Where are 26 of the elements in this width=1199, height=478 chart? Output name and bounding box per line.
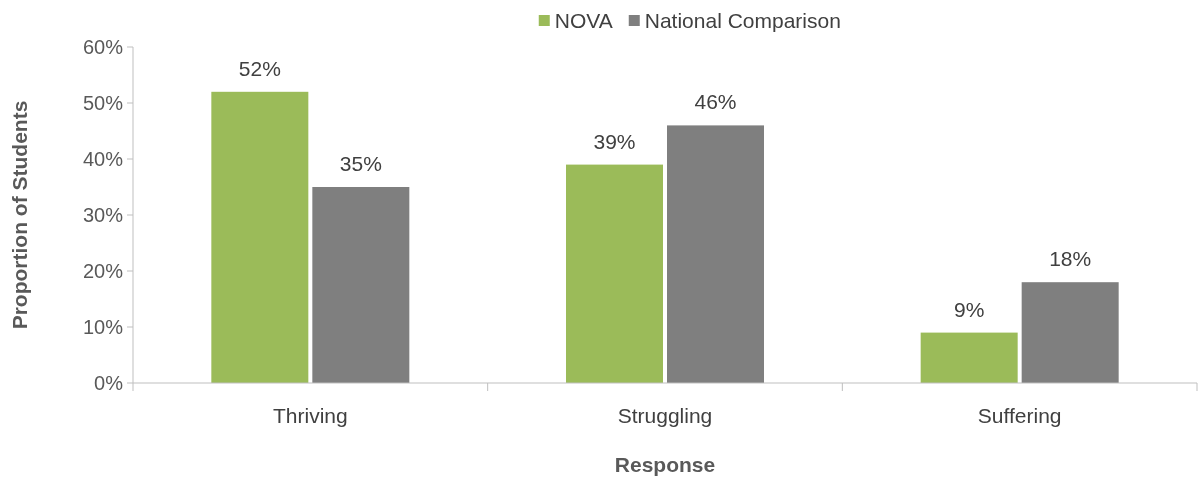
data-label: 18%: [1049, 247, 1092, 271]
bar: [1021, 282, 1119, 383]
bar: [667, 125, 764, 383]
x-tick-label: Thriving: [272, 404, 348, 427]
data-label: 9%: [953, 297, 985, 321]
data-label: 52%: [238, 56, 281, 80]
y-tick-label: 40%: [82, 148, 124, 170]
data-label: 46%: [694, 90, 737, 114]
bar: [312, 187, 410, 383]
x-tick-label: Suffering: [977, 404, 1062, 427]
y-tick-label: 0%: [94, 372, 124, 394]
x-tick-label: Struggling: [617, 404, 713, 427]
y-axis-title: Proportion of Students: [8, 100, 31, 330]
y-tick-label: 20%: [82, 260, 124, 282]
bar: [920, 332, 1018, 383]
bar: [566, 164, 663, 383]
legend-label: National Comparison: [644, 9, 841, 33]
data-label: 39%: [593, 129, 636, 153]
y-tick-label: 30%: [82, 204, 124, 226]
legend-label: NOVA: [554, 9, 613, 33]
y-tick-label: 50%: [82, 92, 124, 114]
y-tick-label: 10%: [82, 316, 124, 338]
y-tick-label: 60%: [82, 36, 124, 58]
bar: [211, 91, 309, 383]
x-axis-title: Response: [614, 453, 716, 476]
data-label: 35%: [339, 152, 382, 175]
